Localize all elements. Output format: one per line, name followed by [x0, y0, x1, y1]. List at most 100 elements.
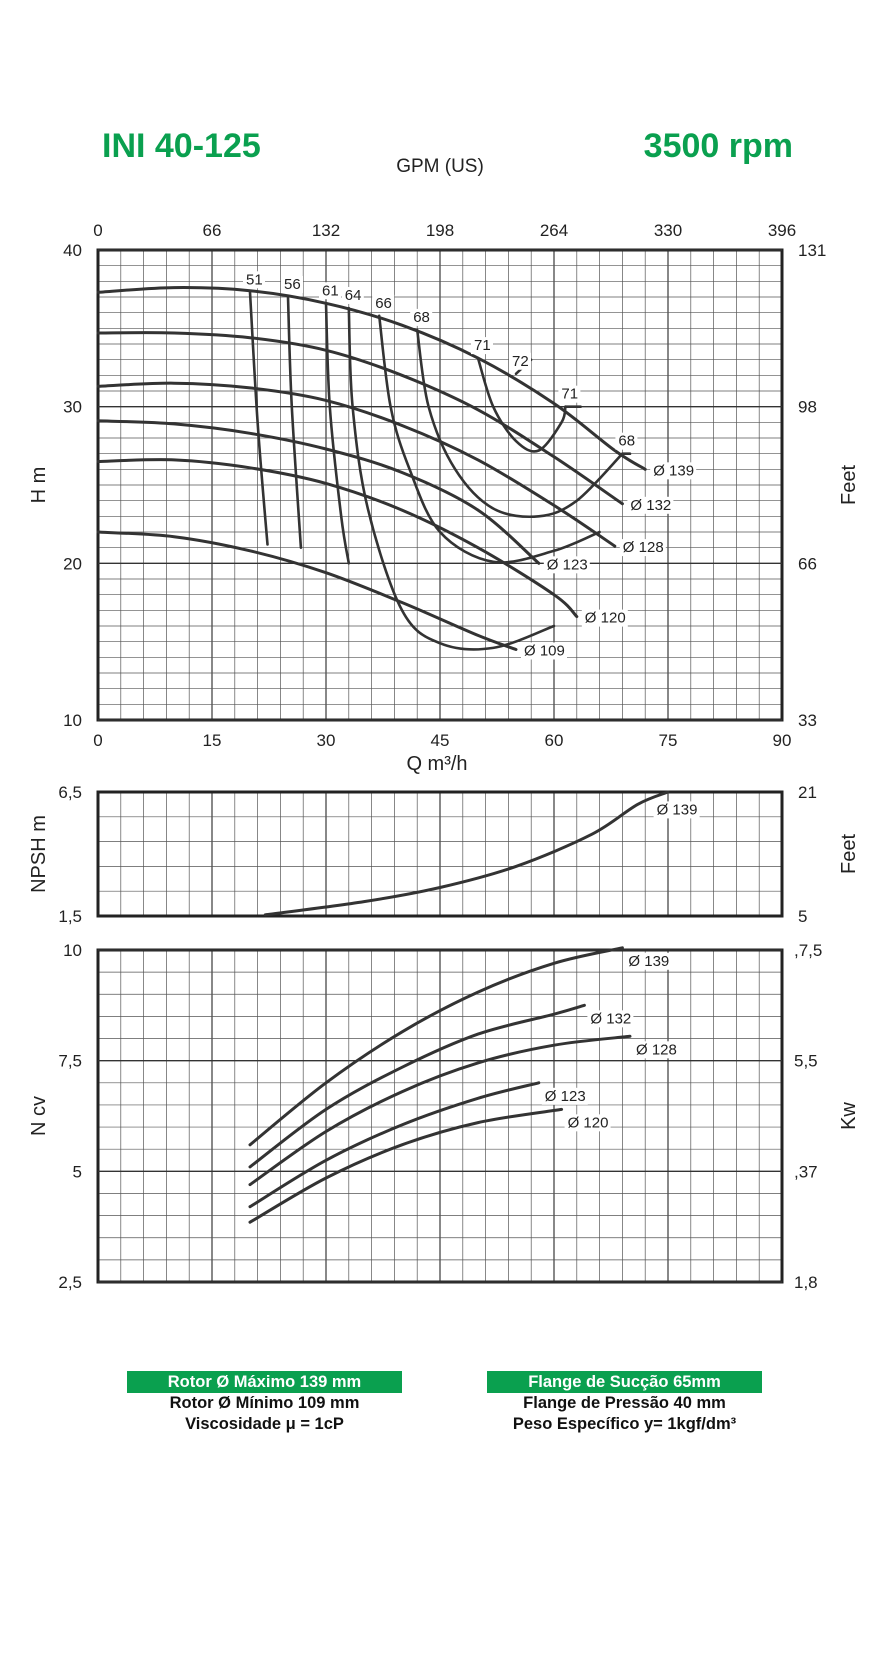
power-curve [248, 1034, 632, 1187]
x2-tick-label: 132 [312, 221, 340, 240]
efficiency-label-bg [471, 337, 493, 355]
power-curve [248, 1003, 586, 1169]
x2-tick-label: 264 [540, 221, 568, 240]
x-tick-label: 90 [773, 731, 792, 750]
power-curve-label-bg [541, 1087, 588, 1105]
head-curve-label-bg [619, 539, 666, 557]
efficiency-label-bg [615, 432, 638, 450]
viscosity-text: Viscosidade μ = 1cP [185, 1415, 344, 1433]
power-grid [97, 949, 783, 1283]
npsh-curve-label: Ø 139 [657, 801, 698, 818]
head-curve-label: Ø 139 [653, 462, 694, 479]
power-curve-label: Ø 123 [545, 1088, 586, 1105]
efficiency-label: 66 [375, 295, 392, 312]
power-curve-label: Ø 120 [568, 1114, 609, 1131]
npsh-curve [263, 790, 670, 917]
y2-tick-label: 131 [798, 241, 826, 260]
efficiency-label-bg [372, 294, 395, 312]
x-tick-label: 0 [93, 731, 102, 750]
x2-tick-label: 396 [768, 221, 796, 240]
head-curve-label: Ø 109 [524, 643, 565, 660]
efficiency-contour [286, 295, 303, 549]
efficiency-label: 71 [474, 337, 491, 354]
rotor-info: Rotor Ø Máximo 139 mm Rotor Ø Mínimo 109… [127, 1371, 402, 1435]
flange-info: Flange de Sucção 65mm Flange de Pressão … [487, 1371, 762, 1435]
x2-tick-label: 0 [93, 221, 102, 240]
x-tick-label: 60 [545, 731, 564, 750]
y-tick-label: 20 [63, 554, 82, 573]
efficiency-label-bg [410, 308, 433, 326]
head-curve [96, 458, 579, 619]
power-curve-label-bg [625, 952, 672, 970]
head-curve [96, 530, 518, 651]
efficiency-label-bg [281, 276, 303, 293]
y2-axis-title: Feet [838, 465, 860, 505]
npsh-y2-tick-label: 21 [798, 783, 817, 802]
power-y2-tick-label: ,37 [794, 1162, 818, 1181]
efficiency-label: 68 [413, 309, 430, 326]
x2-tick-label: 330 [654, 221, 682, 240]
y2-tick-label: 98 [798, 398, 817, 417]
efficiency-label-bg [319, 282, 341, 300]
power-y-tick-label: 2,5 [58, 1273, 82, 1292]
head-curve-label-bg [521, 642, 567, 660]
efficiency-label: 61 [322, 282, 339, 299]
power-y2-axis-title: Kw [838, 1102, 860, 1130]
efficiency-label: 72 [512, 353, 529, 370]
efficiency-label-bg [243, 271, 265, 289]
efficiency-label-bg [558, 385, 581, 403]
x-axis-title: Q m³/h [406, 753, 467, 775]
power-axis-title: N cv [28, 1096, 50, 1136]
y-tick-label: 40 [63, 241, 82, 260]
head-curve-label: Ø 132 [630, 497, 671, 514]
head-curve-label: Ø 120 [585, 610, 626, 627]
y-tick-label: 30 [63, 398, 82, 417]
head-grid [97, 249, 783, 721]
power-curve-label-bg [564, 1114, 611, 1132]
head-curve-label: Ø 128 [623, 539, 664, 556]
npsh-grid-frame [96, 790, 784, 918]
power-curve [248, 946, 624, 1147]
x-tick-label: 75 [659, 731, 678, 750]
y2-tick-label: 66 [798, 554, 817, 573]
head-curve [96, 381, 617, 548]
npsh-y2-tick-label: 5 [798, 907, 807, 926]
model-title: INI 40-125 [102, 127, 261, 165]
y2-tick-label: 33 [798, 711, 817, 730]
power-curve-label: Ø 132 [590, 1010, 631, 1027]
head-curve-label-bg [650, 462, 697, 480]
efficiency-contour [476, 356, 567, 453]
efficiency-contour [377, 314, 601, 564]
head-curve-label: Ø 123 [547, 556, 588, 573]
power-curve [248, 1107, 564, 1224]
head-curve [96, 286, 647, 471]
efficiency-label: 64 [345, 287, 362, 304]
efficiency-label: 56 [284, 276, 301, 293]
rotor-max-badge: Rotor Ø Máximo 139 mm [127, 1371, 402, 1393]
npsh-y2-axis-title: Feet [838, 834, 860, 874]
y-axis-title: H m [28, 467, 50, 504]
head-curve-label-bg [581, 609, 628, 627]
specific-weight-text: Peso Específico y= 1kgf/dm³ [512, 1415, 737, 1433]
npsh-y-tick-label: 1,5 [58, 907, 82, 926]
efficiency-label-bg [341, 286, 364, 304]
rotor-min-text: Rotor Ø Mínimo 109 mm [169, 1394, 360, 1412]
pressure-flange-text: Flange de Pressão 40 mm [523, 1394, 726, 1412]
efficiency-label-bg [509, 352, 531, 370]
power-y2-tick-label: 1,8 [794, 1273, 818, 1292]
npsh-axis-title: NPSH m [28, 815, 50, 893]
suction-flange-badge: Flange de Sucção 65mm [487, 1371, 762, 1393]
y-tick-label: 10 [63, 711, 82, 730]
efficiency-label: 68 [618, 433, 635, 450]
power-curve-label-bg [633, 1041, 679, 1059]
x-tick-label: 15 [203, 731, 222, 750]
head-curve [96, 331, 624, 506]
efficiency-contour [347, 306, 556, 651]
power-curve [248, 1081, 541, 1209]
efficiency-label: 71 [561, 386, 578, 403]
x2-tick-label: 198 [426, 221, 454, 240]
power-curve-label: Ø 128 [636, 1041, 677, 1058]
power-curve-label: Ø 139 [628, 953, 669, 970]
